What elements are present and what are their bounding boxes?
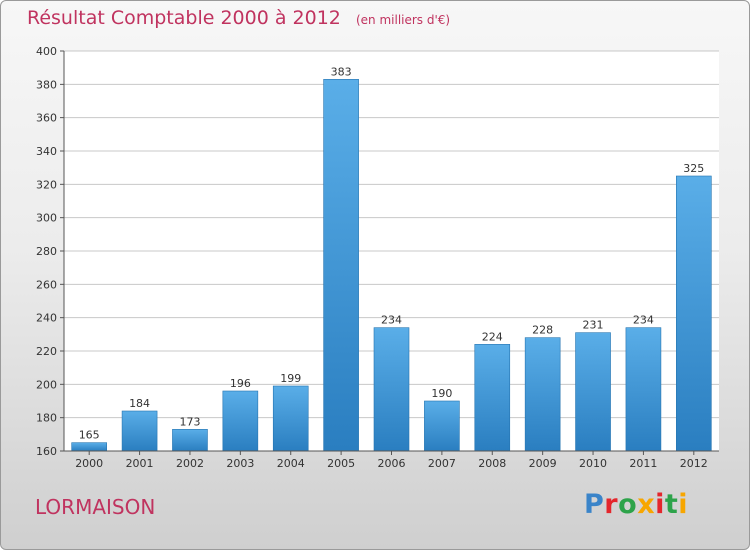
bar-2000	[71, 442, 107, 452]
logo-letter: i	[678, 489, 689, 520]
y-tick-label: 240	[36, 312, 57, 325]
bar-2004	[272, 385, 309, 452]
chart-title-unit: (en milliers d'€)	[355, 13, 451, 27]
logo-letter: r	[604, 489, 619, 520]
y-tick-label: 160	[36, 445, 57, 458]
x-tick-label: 2010	[579, 457, 607, 470]
x-tick-label: 2009	[529, 457, 557, 470]
bar-2002	[172, 429, 208, 452]
x-tick-label: 2002	[176, 457, 204, 470]
bar-2005	[323, 79, 359, 452]
y-tick-label: 320	[36, 178, 57, 191]
x-tick-label: 2000	[75, 457, 103, 470]
x-tick-label: 2006	[378, 457, 406, 470]
x-tick-label: 2005	[327, 457, 355, 470]
bar-value-label: 224	[482, 330, 503, 343]
bar-2006	[373, 327, 410, 452]
y-tick-label: 340	[36, 145, 57, 158]
x-tick-label: 2008	[478, 457, 506, 470]
bar-2010	[575, 332, 611, 452]
bar-2001	[121, 410, 158, 452]
city-name: LORMAISON	[35, 495, 156, 519]
logo-letter: P	[584, 489, 605, 520]
y-tick-label: 360	[36, 112, 57, 125]
x-tick-label: 2003	[226, 457, 254, 470]
x-tick-label: 2007	[428, 457, 456, 470]
logo-letter: t	[664, 489, 679, 520]
bar-value-label: 234	[381, 314, 402, 327]
y-tick-label: 280	[36, 245, 57, 258]
y-tick-label: 380	[36, 78, 57, 91]
bar-value-label: 199	[280, 372, 301, 385]
x-tick-label: 2004	[277, 457, 305, 470]
bar-2007	[424, 400, 460, 452]
chart-title-main: Résultat Comptable 2000 à 2012	[27, 7, 341, 29]
bar-value-label: 228	[532, 324, 553, 337]
y-tick-label: 260	[36, 278, 57, 291]
bar-value-label: 165	[79, 429, 100, 442]
y-tick-label: 180	[36, 412, 57, 425]
logo-letter: i	[655, 489, 665, 520]
y-tick-label: 200	[36, 378, 57, 391]
bar-2012	[676, 175, 712, 452]
x-tick-label: 2012	[680, 457, 708, 470]
bar-value-label: 234	[633, 314, 654, 327]
bar-value-label: 231	[583, 319, 604, 332]
chart-title: Résultat Comptable 2000 à 2012 (en milli…	[27, 7, 450, 29]
x-tick-label: 2011	[629, 457, 657, 470]
bar-value-label: 184	[129, 397, 150, 410]
proxiti-logo: Proxiti	[584, 489, 688, 520]
logo-letter: x	[637, 489, 656, 520]
x-tick-label: 2001	[126, 457, 154, 470]
y-tick-label: 300	[36, 212, 57, 225]
bar-value-label: 196	[230, 377, 251, 390]
bar-2003	[222, 390, 259, 452]
bar-2008	[474, 344, 511, 452]
logo-letter: o	[618, 489, 638, 520]
y-tick-label: 400	[36, 45, 57, 58]
y-tick-label: 220	[36, 345, 57, 358]
bar-value-label: 190	[431, 387, 452, 400]
bar-value-label: 325	[683, 162, 704, 175]
bar-value-label: 173	[179, 415, 200, 428]
bar-2009	[524, 337, 561, 452]
bar-value-label: 383	[331, 65, 352, 78]
bar-2011	[625, 327, 662, 452]
